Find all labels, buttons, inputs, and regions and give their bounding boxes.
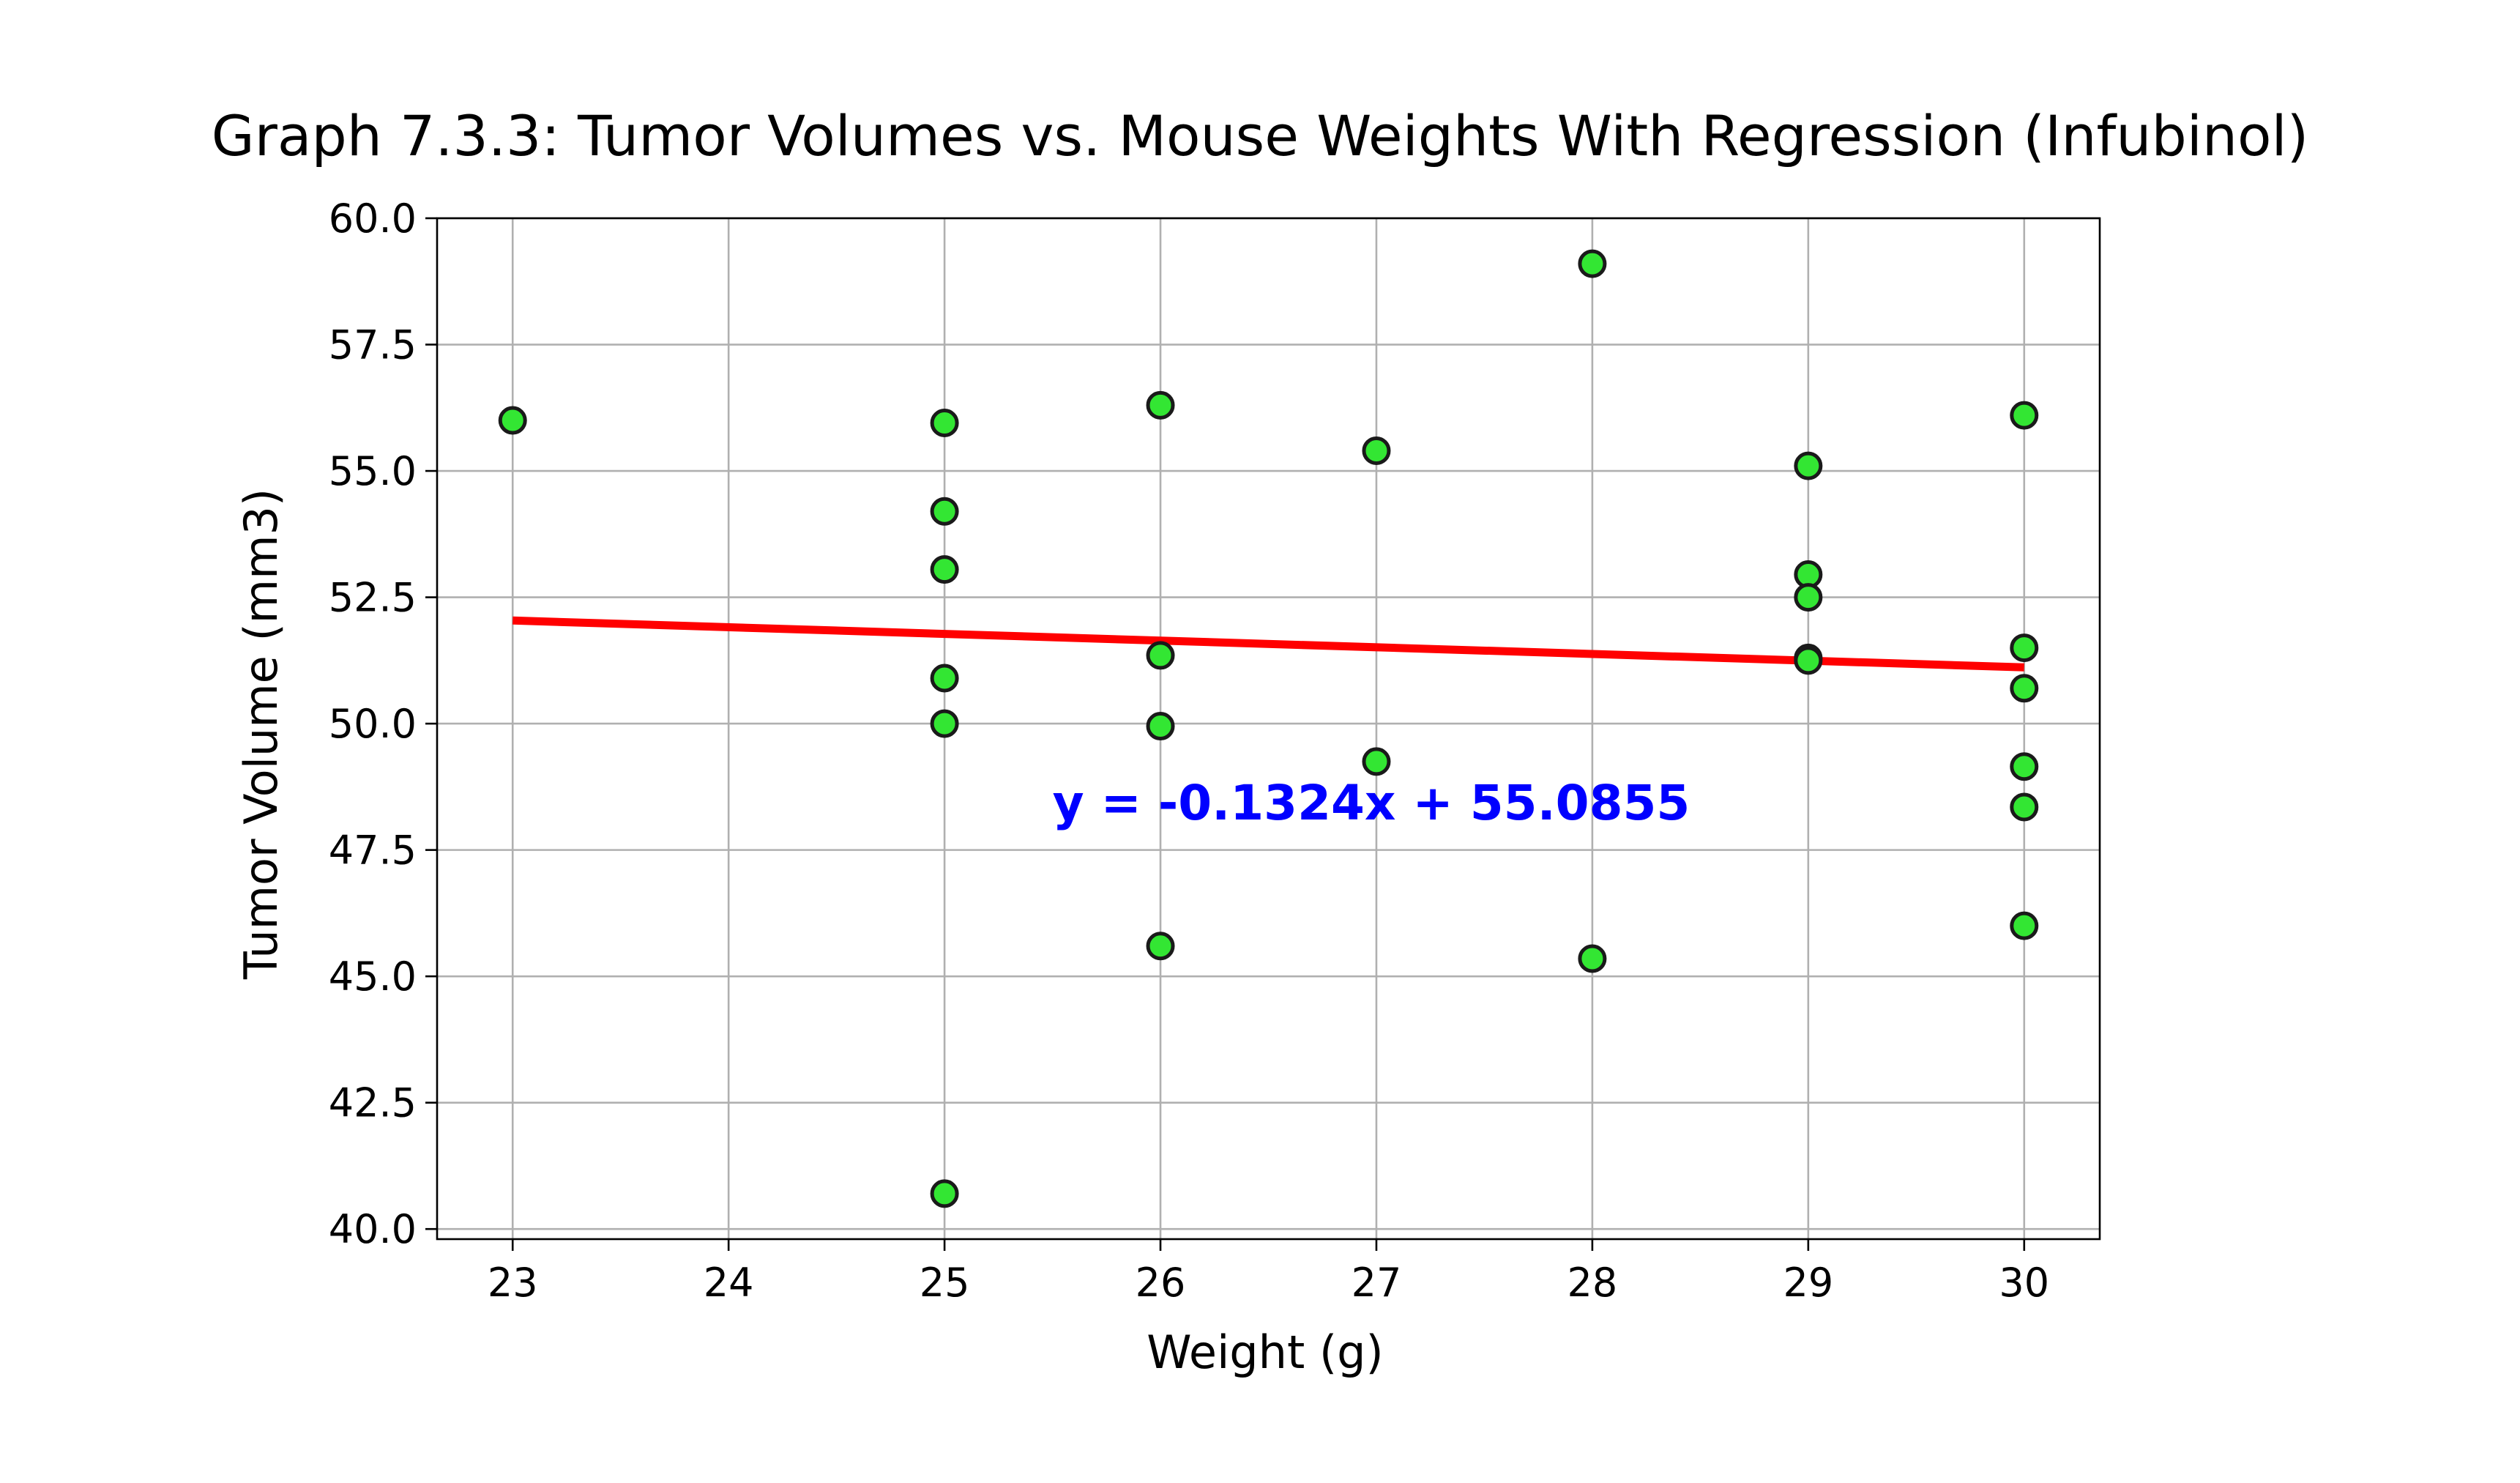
scatter-point: [1794, 646, 1823, 675]
axis-ticks: 23 24 25 26 27 28 29 30 40.0 42.5 45.0 47.5 50.0 52.5…: [329, 196, 2049, 1306]
y-tick-label: 55.0: [329, 448, 417, 494]
x-tick-label: 30: [1999, 1260, 2049, 1306]
y-tick-label: 60.0: [329, 196, 417, 242]
scatter-point: [930, 408, 959, 437]
plot-area-frame: [436, 217, 2101, 1241]
scatter-point: [930, 555, 959, 584]
scatter-point: [2010, 674, 2039, 703]
scatter-point: [2010, 792, 2039, 822]
scatter-point: [2010, 401, 2039, 430]
scatter-point: [1146, 390, 1175, 420]
scatter-point: [1794, 451, 1823, 480]
scatter-point: [2010, 633, 2039, 663]
x-tick-label: 29: [1783, 1260, 1833, 1306]
y-tick-label: 45.0: [329, 954, 417, 1000]
x-axis-label: Weight (g): [1147, 1326, 1383, 1379]
scatter-point: [1578, 249, 1607, 278]
x-tick-label: 27: [1352, 1260, 1402, 1306]
scatter-point: [930, 497, 959, 526]
x-tick-label: 24: [704, 1260, 754, 1306]
regression-equation: y = -0.1324x + 55.0855: [1053, 775, 1690, 831]
scatter-point: [1794, 583, 1823, 612]
y-tick-label: 50.0: [329, 701, 417, 747]
scatter-point: [1578, 944, 1607, 973]
x-tick-label: 26: [1136, 1260, 1186, 1306]
x-tick-label: 28: [1567, 1260, 1618, 1306]
grid-lines: [437, 217, 2100, 1239]
scatter-point: [1146, 712, 1175, 741]
chart-title: Graph 7.3.3: Tumor Volumes vs. Mouse Wei…: [212, 103, 2309, 168]
scatter-point: [498, 406, 527, 435]
y-tick-label: 57.5: [329, 322, 417, 368]
regression-layer: [512, 616, 2024, 672]
scatter-point: [1362, 747, 1391, 776]
scatter-point: [1146, 641, 1175, 670]
y-tick-label: 52.5: [329, 575, 417, 621]
scatter-point: [930, 1179, 959, 1208]
y-tick-label: 47.5: [329, 828, 417, 874]
y-axis-label: Tumor Volume (mm3): [234, 488, 288, 980]
regression-line: [512, 616, 2024, 672]
scatter-point: [930, 664, 959, 693]
x-tick-label: 25: [920, 1260, 970, 1306]
x-tick-label: 23: [488, 1260, 538, 1306]
scatter-point: [930, 709, 959, 738]
scatter-point: [2010, 752, 2039, 781]
scatter-point: [1146, 932, 1175, 961]
data-points: [498, 249, 2039, 1208]
y-tick-label: 40.0: [329, 1206, 417, 1252]
scatter-point: [1362, 436, 1391, 465]
y-tick-label: 42.5: [329, 1080, 417, 1126]
scatter-point: [2010, 911, 2039, 940]
